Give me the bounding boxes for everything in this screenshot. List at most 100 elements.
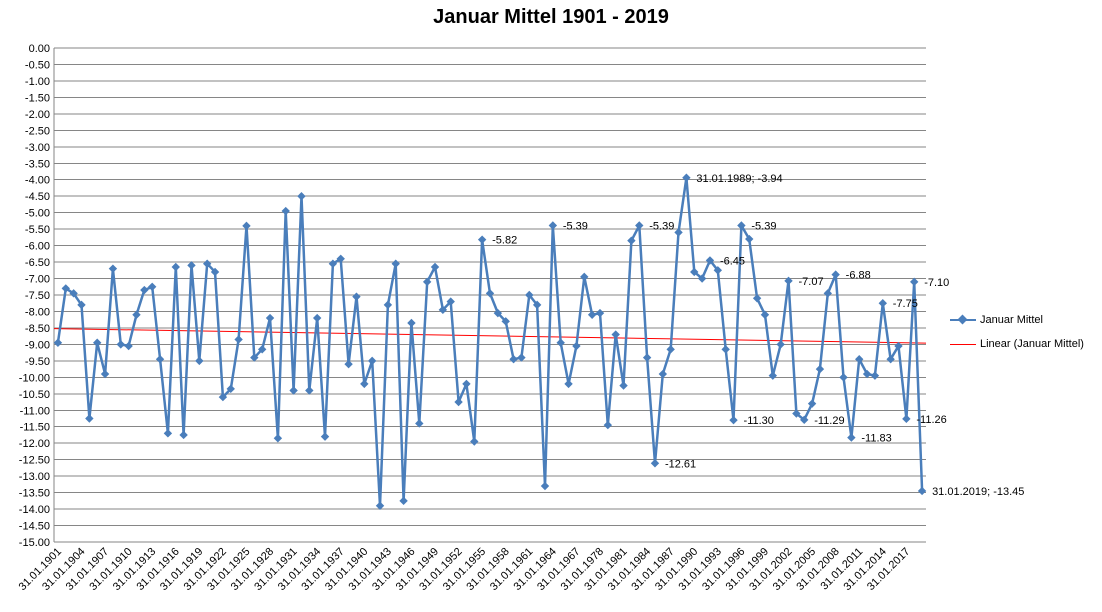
data-point — [525, 290, 534, 300]
data-point — [690, 267, 699, 277]
data-point — [328, 259, 338, 268]
data-label: -11.29 — [814, 415, 844, 427]
y-tick-label: -12.50 — [19, 455, 50, 467]
data-point — [320, 432, 330, 441]
data-point — [548, 221, 558, 230]
data-point — [768, 371, 778, 380]
data-point — [658, 369, 668, 379]
data-point — [438, 305, 448, 315]
y-tick-label: -10.00 — [19, 372, 50, 384]
data-point — [281, 206, 290, 216]
data-point — [422, 277, 432, 287]
y-tick-label: -15.00 — [19, 537, 50, 549]
trend-line — [53, 328, 927, 344]
data-point — [910, 277, 919, 287]
series-layer — [53, 173, 927, 510]
data-point — [470, 437, 479, 446]
data-point — [611, 330, 620, 339]
data-point — [752, 294, 762, 303]
data-point — [218, 392, 228, 402]
y-tick-label: -14.00 — [19, 504, 50, 516]
data-point — [784, 276, 793, 286]
data-point — [729, 415, 738, 425]
data-label: 31.01.2019; -13.45 — [932, 486, 1024, 498]
data-point — [163, 429, 173, 438]
data-point — [580, 272, 589, 282]
y-tick-label: -6.50 — [25, 257, 50, 269]
y-tick-label: -1.00 — [25, 76, 50, 88]
data-label: -7.10 — [924, 277, 949, 289]
data-label: -11.83 — [861, 433, 891, 445]
data-point — [446, 297, 455, 306]
data-point — [257, 345, 267, 354]
y-axis-labels: 0.00 -0.50 -1.00 -1.50 -2.00 -2.50 -3.00 -3.50 -… — [19, 43, 50, 549]
y-tick-label: -3.50 — [25, 158, 50, 170]
data-point — [902, 414, 911, 424]
data-point — [815, 364, 825, 374]
trend-layer — [53, 328, 927, 344]
data-point — [635, 221, 644, 230]
data-point — [383, 300, 393, 310]
y-tick-label: -4.00 — [25, 175, 50, 187]
data-label: -7.75 — [893, 298, 918, 310]
y-tick-label: -9.50 — [25, 356, 50, 368]
data-point — [572, 341, 581, 351]
data-point — [407, 318, 416, 328]
data-point — [807, 399, 817, 408]
data-label: -11.26 — [916, 414, 946, 426]
legend-item-januar-mittel[interactable]: Januar Mittel — [950, 308, 1100, 332]
data-point — [226, 384, 235, 394]
data-point — [564, 379, 573, 389]
data-point — [823, 289, 833, 298]
data-point — [454, 397, 463, 407]
data-label: -5.39 — [751, 221, 776, 233]
data-point — [705, 256, 715, 265]
y-tick-label: -4.50 — [25, 191, 50, 203]
legend-item-linear-trend[interactable]: Linear (Januar Mittel) — [950, 332, 1100, 356]
data-point — [847, 433, 856, 442]
data-point — [77, 300, 86, 310]
data-label: -6.88 — [846, 270, 871, 282]
data-point — [132, 310, 141, 319]
data-point — [289, 386, 298, 395]
data-point — [210, 267, 220, 277]
data-point — [415, 419, 424, 428]
data-label: -6.45 — [720, 255, 745, 267]
data-point — [108, 264, 118, 273]
y-tick-label: -1.50 — [25, 92, 50, 104]
data-point — [556, 338, 565, 347]
data-point — [179, 430, 188, 440]
data-point — [360, 379, 369, 389]
y-tick-label: -7.50 — [25, 290, 50, 302]
data-point — [69, 289, 78, 298]
data-point — [195, 356, 204, 366]
grid-lines — [53, 47, 926, 543]
data-label: -12.61 — [665, 458, 696, 470]
data-point — [187, 261, 196, 270]
x-axis-labels: 31.01.190131.01.190431.01.190731.01.1910… — [17, 546, 913, 593]
y-tick-label: -14.50 — [19, 521, 50, 533]
data-point — [124, 341, 133, 351]
data-point — [532, 300, 542, 310]
data-point — [305, 386, 314, 395]
data-point — [509, 355, 518, 364]
data-point — [603, 420, 613, 430]
data-point — [93, 338, 102, 347]
data-point — [367, 356, 377, 366]
data-point — [800, 415, 809, 425]
data-point — [493, 308, 503, 318]
data-point — [430, 262, 440, 272]
legend-label: Januar Mittel — [980, 314, 1043, 326]
y-tick-label: -8.50 — [25, 323, 50, 335]
data-label: -5.39 — [563, 221, 588, 233]
data-point — [202, 259, 212, 268]
data-point — [760, 310, 770, 319]
data-point — [682, 173, 691, 182]
data-point — [713, 266, 723, 275]
data-point — [517, 353, 526, 362]
data-label: -5.39 — [649, 221, 674, 233]
data-point — [234, 335, 243, 344]
y-tick-label: -11.00 — [20, 405, 50, 417]
data-point — [140, 285, 149, 295]
